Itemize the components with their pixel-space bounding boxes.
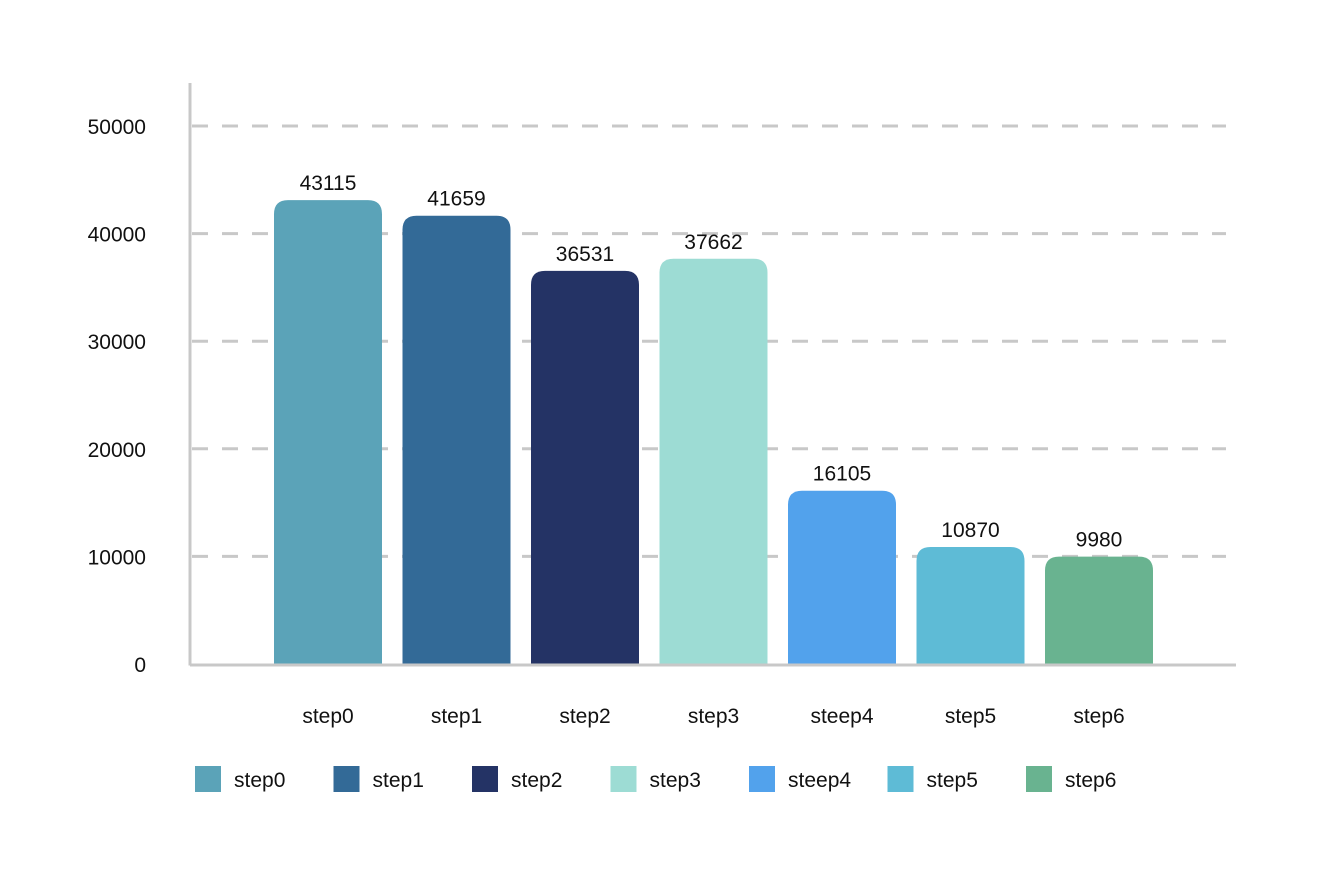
legend-item-step5: step5 <box>887 766 978 792</box>
y-tick-label: 0 <box>134 654 146 677</box>
bar-step2 <box>531 270 639 664</box>
axes <box>188 83 1236 667</box>
x-category-label: step5 <box>945 705 996 728</box>
x-category-label: steep4 <box>810 705 873 728</box>
bar-value-label: 36531 <box>556 243 614 266</box>
legend-label: steep4 <box>788 769 851 792</box>
legend-swatch <box>333 766 360 792</box>
legend-swatch <box>472 766 498 792</box>
y-tick-label: 50000 <box>88 116 146 139</box>
bar-value-label: 37662 <box>684 231 742 254</box>
legend-swatch <box>1026 766 1052 792</box>
legend-label: step1 <box>373 769 424 792</box>
legend-item-step0: step0 <box>195 766 285 792</box>
bar-value-label: 41659 <box>427 188 485 211</box>
legend-swatch <box>610 766 637 792</box>
legend-item-steep4: steep4 <box>749 766 851 792</box>
x-axis-category-labels: step0 step1 step2 step3 steep4 step5 step6 <box>302 705 1124 728</box>
bar-value-label: 10870 <box>941 519 999 542</box>
legend-label: step5 <box>927 769 978 792</box>
legend-item-step2: step2 <box>472 766 562 792</box>
legend-item-step6: step6 <box>1026 766 1116 792</box>
x-category-label: step0 <box>302 705 353 728</box>
legend-label: step2 <box>511 769 562 792</box>
x-category-label: step6 <box>1073 705 1124 728</box>
bar-value-labels: 43115 41659 36531 37662 16105 10870 9980 <box>300 172 1123 552</box>
bars <box>274 200 1153 665</box>
legend-label: step6 <box>1065 769 1116 792</box>
legend-swatch <box>749 766 775 792</box>
y-tick-label: 30000 <box>88 331 146 354</box>
x-category-label: step2 <box>559 705 610 728</box>
legend-swatch <box>887 766 914 792</box>
x-category-label: step1 <box>431 705 482 728</box>
y-axis-tick-labels: 0 10000 20000 30000 40000 50000 <box>88 116 146 677</box>
bar-step1 <box>402 215 511 665</box>
legend-item-step1: step1 <box>333 766 424 792</box>
bar-step3 <box>659 258 768 664</box>
legend: step0 step1 step2 step3 steep4 step5 step6 <box>195 766 1116 792</box>
y-tick-label: 10000 <box>88 546 146 569</box>
bar-value-label: 9980 <box>1076 529 1123 552</box>
legend-label: step3 <box>650 769 701 792</box>
bar-step5 <box>916 547 1025 664</box>
legend-swatch <box>195 766 221 792</box>
bar-value-label: 43115 <box>300 172 357 195</box>
legend-label: step0 <box>234 769 285 792</box>
y-tick-label: 40000 <box>88 224 146 247</box>
bar-value-label: 16105 <box>813 463 871 486</box>
bar-step0 <box>274 200 382 665</box>
bar-step6 <box>1045 556 1153 664</box>
y-tick-label: 20000 <box>88 439 146 462</box>
bar-steep4 <box>788 490 896 664</box>
legend-item-step3: step3 <box>610 766 701 792</box>
x-category-label: step3 <box>688 705 739 728</box>
